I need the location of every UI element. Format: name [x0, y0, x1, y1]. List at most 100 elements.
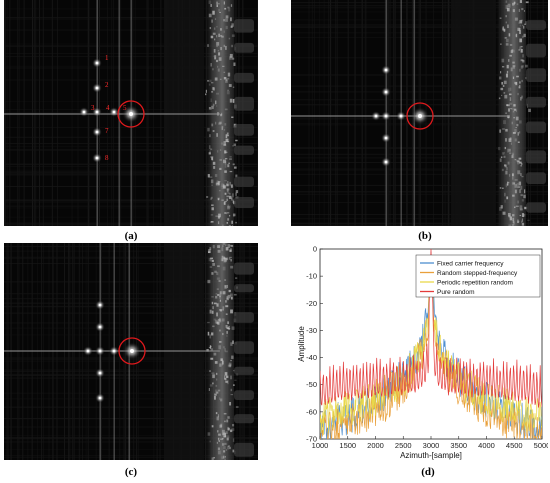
terrain-speckle	[504, 164, 506, 167]
terrain-speckle	[207, 127, 210, 132]
terrain-speckle	[518, 84, 521, 89]
terrain-speckle	[519, 205, 523, 209]
terrain-speckle	[512, 194, 515, 197]
clutter-streak	[4, 293, 258, 295]
terrain-speckle	[231, 197, 233, 201]
clutter-streak	[291, 169, 548, 171]
terrain-speckle	[514, 1, 516, 4]
clutter-streak	[291, 27, 548, 29]
terrain-speckle	[224, 285, 226, 288]
x-tick-label: 1500	[339, 441, 356, 450]
terrain-speckle	[222, 432, 226, 436]
terrain-speckle	[229, 249, 232, 252]
terrain-speckle	[211, 457, 214, 460]
terrain-speckle	[235, 406, 239, 408]
terrain-speckle	[219, 158, 223, 161]
terrain-speckle	[221, 360, 224, 365]
terrain-speckle	[223, 257, 226, 260]
ghost-target-core	[384, 68, 388, 72]
clutter-streak	[4, 79, 258, 81]
terrain-speckle	[523, 213, 526, 217]
terrain-speckle	[216, 321, 219, 324]
clutter-streak	[4, 263, 258, 265]
terrain-speckle	[231, 428, 235, 431]
terrain-speckle	[219, 309, 221, 311]
terrain-speckle	[231, 326, 235, 330]
terrain-block	[234, 42, 254, 53]
terrain-speckle	[219, 291, 222, 295]
terrain-speckle	[228, 289, 231, 293]
terrain-speckle	[510, 107, 512, 110]
terrain-speckle	[509, 43, 513, 46]
terrain-speckle	[221, 185, 225, 190]
terrain-speckle	[224, 279, 227, 281]
terrain-speckle	[210, 156, 214, 158]
terrain-speckle	[516, 75, 519, 78]
clutter-streak	[4, 334, 258, 336]
clutter-streak	[4, 441, 258, 443]
terrain-speckle	[212, 306, 214, 310]
terrain-speckle	[225, 431, 228, 435]
clutter-streak	[4, 8, 258, 10]
terrain-speckle	[217, 245, 221, 249]
terrain-speckle	[219, 149, 222, 151]
terrain-speckle	[210, 98, 212, 102]
clutter-streak	[291, 161, 548, 163]
terrain-speckle	[207, 44, 209, 47]
terrain-speckle	[222, 346, 225, 349]
terrain-speckle	[505, 138, 507, 142]
clutter-streak	[4, 302, 258, 304]
clutter-streak	[4, 172, 258, 174]
terrain-speckle	[218, 57, 222, 61]
terrain-speckle	[507, 183, 509, 186]
terrain-speckle	[235, 174, 238, 178]
terrain-speckle	[519, 189, 521, 194]
clutter-streak	[4, 166, 258, 168]
terrain-speckle	[225, 305, 229, 308]
terrain-speckle	[218, 293, 222, 296]
terrain-block	[234, 284, 254, 293]
terrain-speckle	[508, 138, 512, 142]
clutter-streak	[4, 19, 258, 21]
terrain-speckle	[223, 446, 226, 450]
terrain-speckle	[502, 128, 505, 130]
terrain-speckle	[508, 215, 511, 218]
terrain-speckle	[509, 102, 513, 105]
terrain-speckle	[508, 108, 510, 112]
terrain-speckle	[229, 56, 232, 60]
terrain-speckle	[211, 310, 214, 314]
terrain-block	[234, 442, 254, 457]
clutter-streak	[4, 56, 258, 58]
terrain-speckle	[508, 93, 512, 96]
terrain-speckle	[220, 358, 223, 362]
terrain-speckle	[505, 112, 508, 114]
clutter-streak	[4, 250, 258, 252]
terrain-speckle	[503, 155, 506, 158]
terrain-speckle	[521, 218, 524, 222]
ghost-target-core	[95, 130, 99, 134]
terrain-speckle	[208, 249, 211, 253]
clutter-streak	[4, 18, 258, 20]
clutter-streak	[4, 200, 258, 202]
terrain-speckle	[225, 134, 228, 139]
terrain-speckle	[219, 329, 221, 332]
terrain-speckle	[499, 17, 502, 19]
terrain-speckle	[505, 183, 507, 188]
terrain-speckle	[520, 46, 523, 48]
terrain-speckle	[225, 448, 228, 452]
ghost-target-core	[112, 349, 116, 353]
clutter-streak	[291, 11, 548, 13]
terrain-speckle	[213, 55, 216, 57]
terrain-speckle	[505, 170, 508, 175]
terrain-speckle	[224, 243, 227, 247]
clutter-streak	[445, 0, 447, 226]
terrain-speckle	[210, 4, 212, 7]
terrain-speckle	[511, 155, 513, 159]
terrain-speckle	[514, 189, 517, 194]
terrain-block	[526, 43, 546, 58]
terrain-speckle	[507, 161, 510, 165]
target-marker-label: 3	[91, 104, 95, 112]
terrain-speckle	[207, 321, 210, 324]
clutter-streak	[4, 29, 258, 31]
terrain-speckle	[511, 49, 514, 52]
